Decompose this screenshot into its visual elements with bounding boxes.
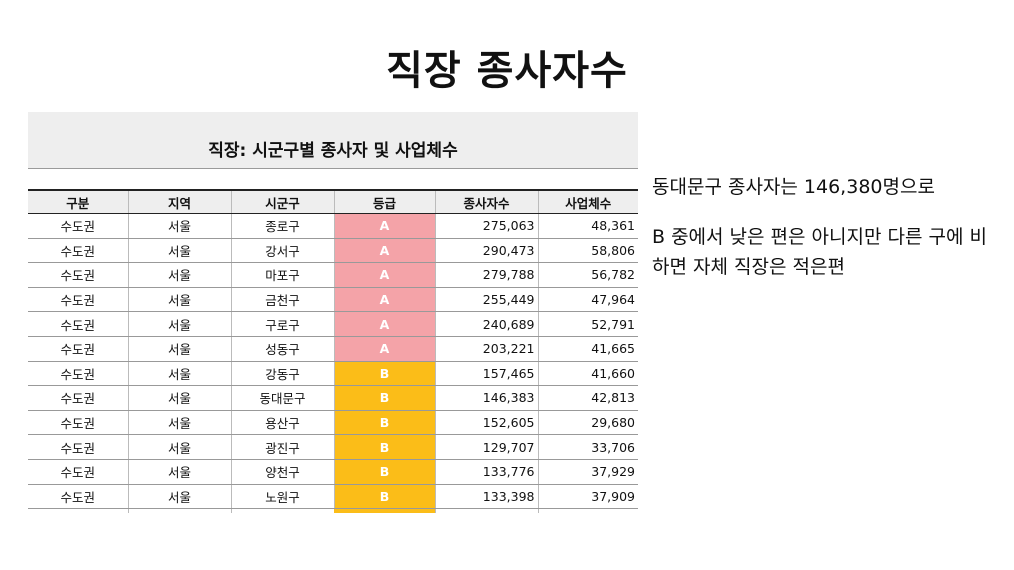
column-header-category: 구분 (28, 189, 128, 214)
grade-cell: B (333, 361, 435, 387)
table-caption: 직장: 시군구별 종사자 및 사업체수 (28, 112, 638, 169)
employees-cell: 279,788 (434, 262, 538, 288)
table-row: 수도권 서울 종로구 A 275,063 48,361 (28, 213, 638, 239)
businesses-cell: 41,665 (537, 336, 638, 362)
category-cell: 수도권 (28, 385, 128, 411)
region-cell: 서울 (127, 336, 231, 362)
data-table: 구분 지역 시군구 등급 종사자수 사업체수 수도권 서울 종로구 A 275,063 4… (28, 189, 638, 510)
employees-cell: 290,473 (434, 238, 538, 264)
region-cell: 서울 (127, 434, 231, 460)
table-header-row: 구분 지역 시군구 등급 종사자수 사업체수 (28, 189, 638, 214)
category-cell: 수도권 (28, 459, 128, 485)
note-line-1: 동대문구 종사자는 146,380명으로 (652, 176, 935, 198)
column-header-district: 시군구 (230, 189, 334, 214)
column-header-region: 지역 (127, 189, 231, 214)
grade-cell: A (333, 311, 435, 337)
table-row: 수도권 서울 금천구 A 255,449 47,964 (28, 287, 638, 313)
district-cell: 강서구 (230, 238, 334, 264)
table-row: 수도권 서울 구로구 A 240,689 52,791 (28, 311, 638, 337)
grade-cell: B (333, 385, 435, 411)
employees-cell: 133,776 (434, 459, 538, 485)
district-cell: 종로구 (230, 213, 334, 239)
grade-cell: B (333, 410, 435, 436)
category-cell: 수도권 (28, 434, 128, 460)
region-cell: 서울 (127, 238, 231, 264)
region-cell: 서울 (127, 410, 231, 436)
businesses-cell: 48,361 (537, 213, 638, 239)
businesses-cell: 29,680 (537, 410, 638, 436)
district-cell: 동대문구 (230, 385, 334, 411)
grade-cell: B (333, 484, 435, 510)
slide-title: 직장 종사자수 (386, 48, 628, 94)
table-row: 수도권 서울 노원구 B 133,398 37,909 (28, 484, 638, 510)
businesses-cell: 56,782 (537, 262, 638, 288)
table-row: 수도권 서울 양천구 B 133,776 37,929 (28, 459, 638, 485)
table-row: 수도권 서울 강서구 A 290,473 58,806 (28, 238, 638, 264)
employees-cell: 275,063 (434, 213, 538, 239)
region-cell: 서울 (127, 262, 231, 288)
businesses-cell: 37,929 (537, 459, 638, 485)
table-row: 수도권 서울 용산구 B 152,605 29,680 (28, 410, 638, 436)
employees-cell: 255,449 (434, 287, 538, 313)
column-header-grade: 등급 (333, 189, 435, 214)
table-bottom-edge (28, 509, 638, 514)
table-row: 수도권 서울 강동구 B 157,465 41,660 (28, 361, 638, 387)
businesses-cell: 58,806 (537, 238, 638, 264)
employees-cell: 203,221 (434, 336, 538, 362)
table-row: 수도권 서울 동대문구 B 146,383 42,813 (28, 385, 638, 411)
district-cell: 마포구 (230, 262, 334, 288)
businesses-cell: 41,660 (537, 361, 638, 387)
region-cell: 서울 (127, 213, 231, 239)
table-body: 수도권 서울 종로구 A 275,063 48,361 수도권 서울 강서구 A 290,473 58… (28, 213, 638, 510)
category-cell: 수도권 (28, 361, 128, 387)
grade-cell: A (333, 262, 435, 288)
businesses-cell: 52,791 (537, 311, 638, 337)
grade-cell: A (333, 238, 435, 264)
district-cell: 금천구 (230, 287, 334, 313)
district-cell: 양천구 (230, 459, 334, 485)
employees-cell: 157,465 (434, 361, 538, 387)
table-panel: 직장: 시군구별 종사자 및 사업체수 구분 지역 시군구 등급 종사자수 사업… (28, 112, 638, 514)
category-cell: 수도권 (28, 336, 128, 362)
region-cell: 서울 (127, 385, 231, 411)
employees-cell: 133,398 (434, 484, 538, 510)
column-header-employees: 종사자수 (434, 189, 538, 214)
table-row: 수도권 서울 성동구 A 203,221 41,665 (28, 336, 638, 362)
district-cell: 구로구 (230, 311, 334, 337)
region-cell: 서울 (127, 484, 231, 510)
employees-cell: 129,707 (434, 434, 538, 460)
category-cell: 수도권 (28, 262, 128, 288)
category-cell: 수도권 (28, 238, 128, 264)
grade-cell: A (333, 213, 435, 239)
businesses-cell: 37,909 (537, 484, 638, 510)
category-cell: 수도권 (28, 213, 128, 239)
region-cell: 서울 (127, 361, 231, 387)
district-cell: 성동구 (230, 336, 334, 362)
grade-cell: B (333, 434, 435, 460)
column-header-businesses: 사업체수 (537, 189, 638, 214)
district-cell: 용산구 (230, 410, 334, 436)
employees-cell: 240,689 (434, 311, 538, 337)
region-cell: 서울 (127, 287, 231, 313)
note-line-2: B 중에서 낮은 편은 아니지만 다른 구에 비하면 자체 직장은 적은편 (652, 226, 987, 278)
grade-cell: B (333, 459, 435, 485)
district-cell: 광진구 (230, 434, 334, 460)
category-cell: 수도권 (28, 311, 128, 337)
category-cell: 수도권 (28, 410, 128, 436)
district-cell: 노원구 (230, 484, 334, 510)
region-cell: 서울 (127, 311, 231, 337)
grade-cell: A (333, 336, 435, 362)
category-cell: 수도권 (28, 484, 128, 510)
businesses-cell: 42,813 (537, 385, 638, 411)
employees-cell: 152,605 (434, 410, 538, 436)
region-cell: 서울 (127, 459, 231, 485)
businesses-cell: 33,706 (537, 434, 638, 460)
table-row: 수도권 서울 마포구 A 279,788 56,782 (28, 262, 638, 288)
table-row: 수도권 서울 광진구 B 129,707 33,706 (28, 434, 638, 460)
district-cell: 강동구 (230, 361, 334, 387)
grade-cell: A (333, 287, 435, 313)
category-cell: 수도권 (28, 287, 128, 313)
businesses-cell: 47,964 (537, 287, 638, 313)
employees-cell: 146,383 (434, 385, 538, 411)
